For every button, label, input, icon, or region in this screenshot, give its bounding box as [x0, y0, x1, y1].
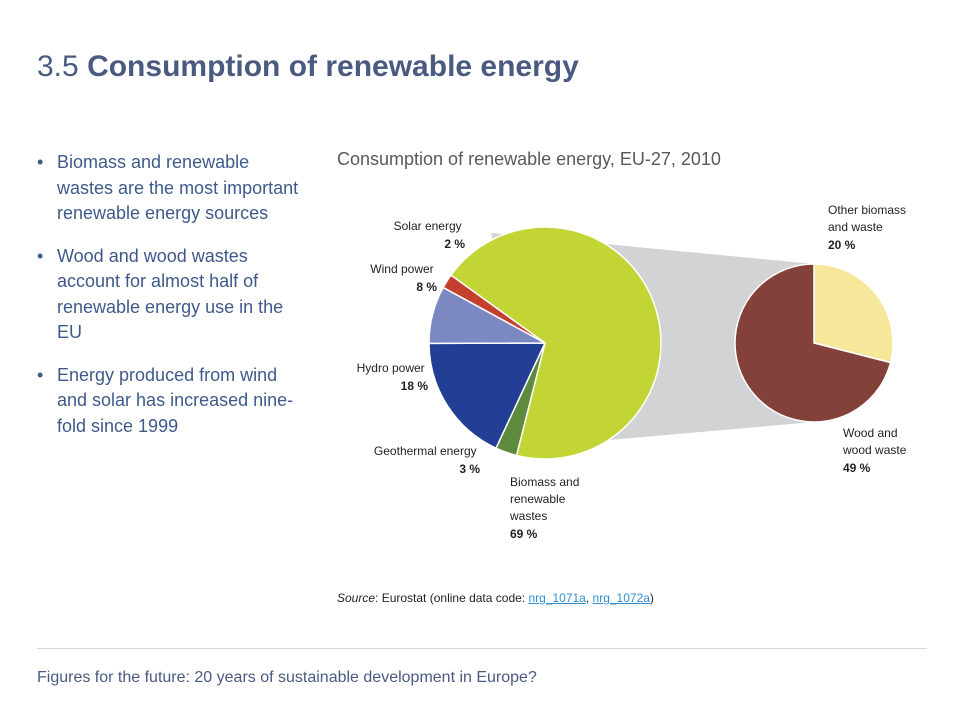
footer-divider: [37, 648, 927, 649]
label-wood-line-1: Wood and: [843, 426, 898, 440]
label-geothermal-name: Geothermal energy: [374, 444, 477, 458]
label-other-biomass: Other biomass and waste 20 %: [828, 203, 909, 252]
label-wood-value: 49 %: [843, 461, 871, 475]
label-wind-value: 8 %: [416, 280, 437, 294]
source-link-nrg-1072a[interactable]: nrg_1072a: [592, 591, 650, 605]
source-text: : Eurostat (online data code:: [375, 591, 529, 605]
bullet-item: Biomass and renewable wastes are the mos…: [37, 150, 307, 227]
source-close: ): [649, 591, 654, 605]
label-hydro-value: 18 %: [401, 379, 429, 393]
label-biomass-line-3: wastes: [509, 509, 547, 523]
label-hydro-name: Hydro power: [357, 361, 425, 375]
label-solar-name: Solar energy: [394, 219, 462, 233]
label-other-biomass-line-2: and waste: [828, 220, 883, 234]
section-title: Consumption of renewable energy: [87, 50, 579, 83]
label-biomass-value: 69 %: [510, 527, 538, 541]
slice-solar-energy: [442, 274, 546, 344]
label-other-biomass-line-1: Other biomass: [828, 203, 906, 217]
label-geothermal: Geothermal energy 3 %: [374, 444, 480, 476]
bullet-item: Wood and wood wastes account for almost …: [37, 244, 307, 346]
slice-biomass-and-renewable-wastes: [449, 226, 662, 460]
label-solar-value: 2 %: [444, 237, 465, 251]
label-biomass: Biomass and renewable wastes 69 %: [509, 475, 583, 541]
page-title: 3.5 Consumption of renewable energy: [37, 50, 579, 84]
label-solar: Solar energy 2 %: [394, 219, 466, 251]
slice-other-biomass-and-waste: [813, 263, 894, 364]
slice-hydro-power: [428, 342, 547, 450]
source-label: Source: [337, 591, 376, 605]
main-pie: [428, 226, 662, 460]
chart-title: Consumption of renewable energy, EU-27, …: [337, 149, 721, 169]
label-wood-line-2: wood waste: [842, 443, 907, 457]
label-wind-name: Wind power: [370, 262, 433, 276]
footer-text: Figures for the future: 20 years of sust…: [37, 669, 537, 686]
label-wood: Wood and wood waste 49 %: [842, 426, 910, 475]
label-biomass-line-2: renewable: [510, 492, 566, 506]
label-wind: Wind power 8 %: [370, 262, 437, 294]
label-hydro: Hydro power 18 %: [357, 361, 429, 393]
section-number: 3.5: [37, 50, 79, 83]
label-geothermal-value: 3 %: [459, 462, 480, 476]
source-note: Source: Eurostat (online data code: nrg_…: [337, 591, 654, 605]
source-link-nrg-1071a[interactable]: nrg_1071a: [528, 591, 586, 605]
bullet-item: Energy produced from wind and solar has …: [37, 363, 307, 440]
breakdown-pie: [734, 263, 894, 423]
label-other-biomass-value: 20 %: [828, 238, 856, 252]
slice-wood-and-wood-waste: [734, 263, 892, 423]
bullet-list: Biomass and renewable wastes are the mos…: [37, 150, 307, 456]
source-separator: ,: [585, 591, 593, 605]
label-biomass-line-1: Biomass and: [510, 475, 579, 489]
